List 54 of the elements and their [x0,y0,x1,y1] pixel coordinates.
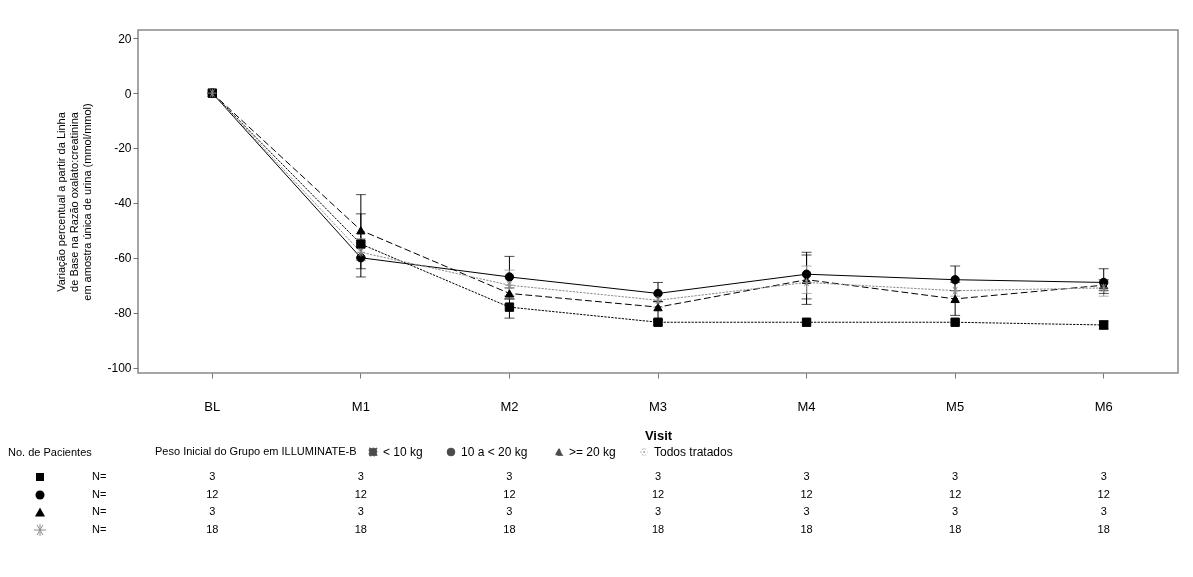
y-tick-label: 20 [118,31,132,46]
text: 18 [651,522,665,535]
text: 3 [357,470,364,482]
x-tick-label: M3 [648,398,668,414]
legend-label: >= 20 kg [569,445,616,459]
x-tick-label: M1 [351,398,370,414]
text: 3 [209,505,216,517]
text: 3 [952,505,959,517]
text: 12 [206,487,219,500]
text: 3 [803,505,810,517]
x-axis-title: Visit [644,427,673,443]
text: 12 [1097,487,1110,500]
text: 3 [506,470,513,482]
text: 18 [354,522,367,535]
y-tick-label: -80 [114,306,132,321]
x-tick-label: M5 [946,398,965,414]
text: 3 [1100,505,1107,517]
text: N= [92,505,107,517]
text: 12 [800,487,813,500]
text: 3 [357,505,364,517]
x-tick-label: M4 [797,398,816,414]
text: 12 [503,487,516,500]
legend-label: < 10 kg [383,445,423,459]
text: N= [92,470,107,482]
text: 12 [354,487,367,500]
text: 3 [803,470,810,482]
text: 3 [952,470,959,482]
text: No. de Pacientes [8,446,92,458]
y-tick-label: -20 [114,141,132,156]
x-tick-label: BL [204,398,221,414]
legend-label: 10 a < 20 kg [461,445,528,459]
text: 3 [506,505,513,517]
text: 3 [1100,470,1107,482]
text: 18 [800,522,813,535]
text: 3 [654,470,662,482]
text: 18 [949,522,962,535]
text: 18 [206,522,219,535]
y-tick-label: -100 [107,361,132,376]
legend-title: Peso Inicial do Grupo em ILLUMINATE-B [155,445,357,457]
legend-label: Todos tratados [654,445,733,459]
text: 18 [1097,522,1110,535]
x-tick-label: M6 [1094,398,1113,414]
text: N= [92,487,107,500]
y-axis-title: Variação percentual a partir da Linha de Base na Razão oxalato:creatinina em amostra única de urina (mmol/mmol) [55,103,94,301]
text: 12 [949,487,962,500]
text: 3 [209,470,216,482]
text: N= [92,522,107,535]
x-tick-label: M2 [500,398,519,414]
text: 18 [503,522,516,535]
y-tick-label: -40 [114,196,132,211]
text: 12 [651,487,665,500]
y-tick-label: 0 [124,86,132,101]
text: 3 [654,505,662,517]
y-tick-label: -60 [114,251,132,266]
